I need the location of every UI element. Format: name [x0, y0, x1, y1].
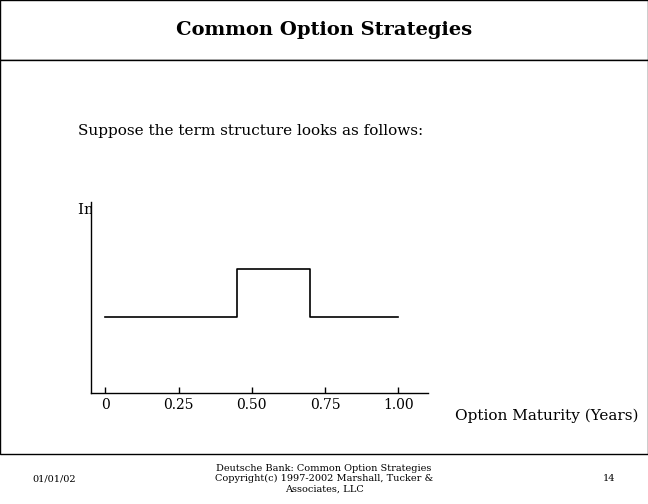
FancyBboxPatch shape — [0, 0, 648, 60]
Text: Implied Volatility: Implied Volatility — [78, 203, 209, 217]
Text: 14: 14 — [603, 474, 616, 483]
Text: Option Maturity (Years): Option Maturity (Years) — [455, 409, 638, 423]
Text: Suppose the term structure looks as follows:: Suppose the term structure looks as foll… — [78, 124, 423, 138]
Text: Common Option Strategies: Common Option Strategies — [176, 21, 472, 39]
Text: Deutsche Bank: Common Option Strategies
Copyright(c) 1997-2002 Marshall, Tucker : Deutsche Bank: Common Option Strategies … — [215, 464, 433, 494]
Text: 01/01/02: 01/01/02 — [32, 474, 76, 483]
FancyBboxPatch shape — [0, 60, 648, 454]
